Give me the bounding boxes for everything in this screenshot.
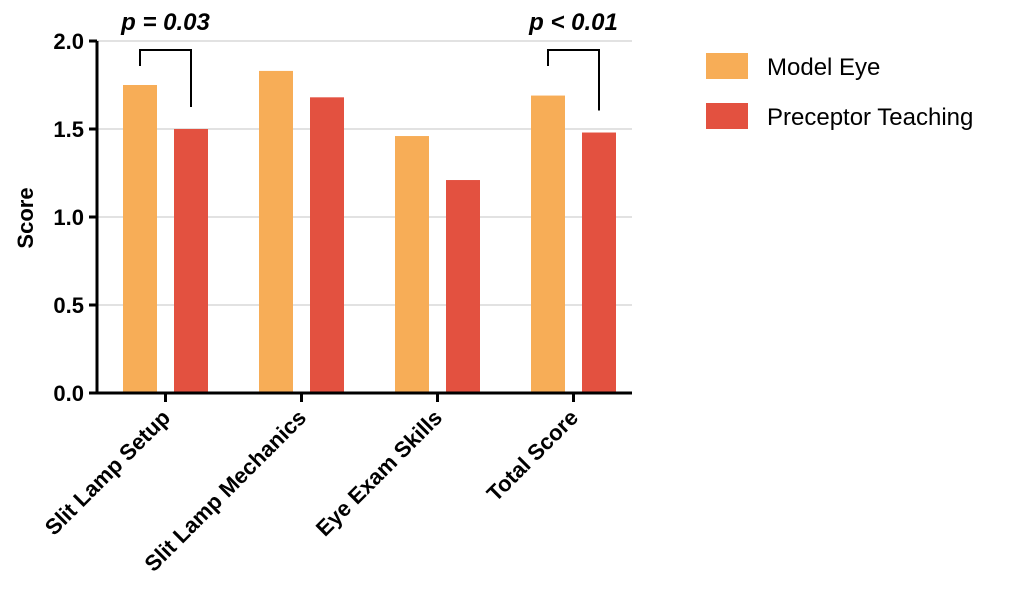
bar-preceptor-teaching xyxy=(582,132,616,393)
bar-model-eye xyxy=(395,136,429,394)
legend: Model Eye Preceptor Teaching xyxy=(706,53,973,131)
y-axis-label: Score xyxy=(13,187,38,248)
bar-model-eye xyxy=(531,95,565,393)
legend-swatch xyxy=(706,103,748,129)
bar-model-eye xyxy=(123,85,157,393)
x-category-label: Eye Exam Skills xyxy=(311,405,447,541)
significance-bracket xyxy=(139,49,192,107)
bar-preceptor-teaching xyxy=(446,180,480,393)
y-tick-label: 0.0 xyxy=(53,381,84,406)
bar-preceptor-teaching xyxy=(174,129,208,393)
y-tick-label: 0.5 xyxy=(53,293,84,318)
significance-bracket xyxy=(547,49,600,111)
y-ticks: 0.0 0.5 1.0 1.5 2.0 xyxy=(53,29,97,406)
bars xyxy=(123,70,616,394)
bar-model-eye xyxy=(259,70,293,394)
x-category-label: Slit Lamp Setup xyxy=(40,405,175,540)
legend-label: Preceptor Teaching xyxy=(767,104,973,131)
legend-label: Model Eye xyxy=(767,54,880,81)
significance-annotations: p = 0.03 p < 0.01 xyxy=(120,9,618,111)
bar-preceptor-teaching xyxy=(310,97,344,393)
p-value-label: p = 0.03 xyxy=(120,9,210,36)
x-category-label: Total Score xyxy=(482,405,583,506)
p-value-label: p < 0.01 xyxy=(528,9,618,36)
y-tick-label: 1.0 xyxy=(53,205,84,230)
y-tick-label: 2.0 xyxy=(53,29,84,54)
legend-swatch xyxy=(706,53,748,79)
y-tick-label: 1.5 xyxy=(53,117,84,142)
